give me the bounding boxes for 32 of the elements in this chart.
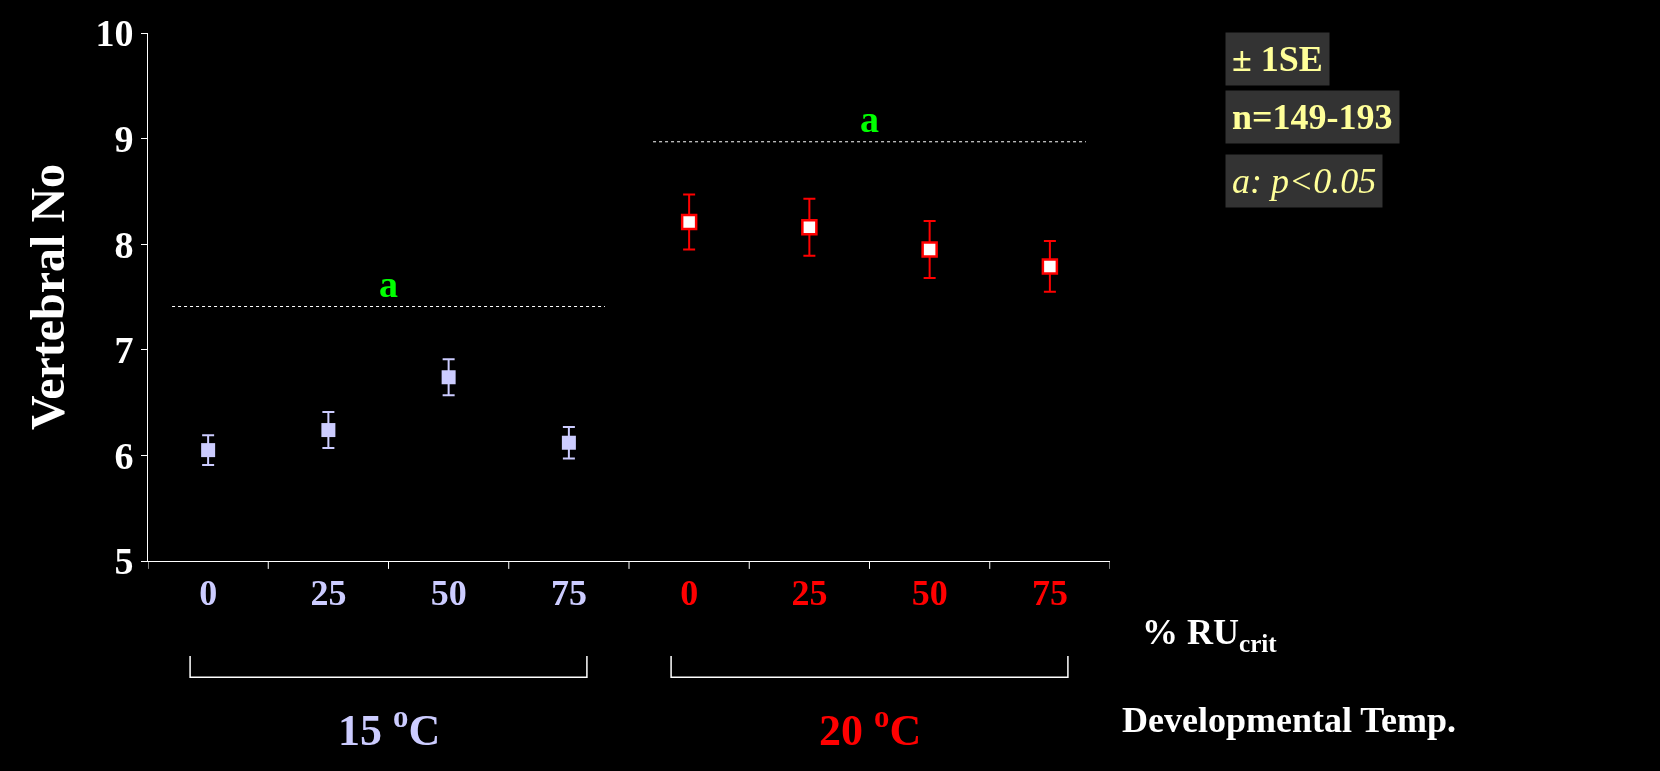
x-tick-label: 50 (911, 573, 948, 614)
annotation: a (860, 98, 879, 140)
text: 15 $^{o}$C (338, 700, 441, 756)
point (801, 219, 818, 236)
point (201, 443, 216, 458)
x-tick-label: 50 (430, 573, 467, 614)
y-tick-label: 7 (114, 329, 134, 372)
x-tick-label: 75 (550, 573, 587, 614)
x-tick-label: 75 (1031, 573, 1068, 614)
point (321, 423, 336, 438)
text: Developmental Temp. (1122, 700, 1457, 740)
text: a: p<0.05 (1232, 161, 1377, 201)
y-tick-label: 5 (114, 540, 134, 583)
point (1041, 258, 1059, 275)
y-tick-label: 10 (95, 12, 134, 55)
y-tick-label: 6 (114, 434, 134, 477)
x-tick-label: 25 (310, 573, 347, 614)
x-tick-label: 0 (680, 573, 699, 614)
y-tick-label: 9 (114, 117, 134, 160)
point (441, 370, 456, 385)
point (921, 241, 938, 258)
y-tick-label: 8 (114, 223, 134, 266)
x-tick-label: 0 (199, 573, 218, 614)
text: n=149-193 (1232, 97, 1393, 137)
point (680, 213, 698, 231)
text: 20 $^{o}$C (819, 700, 922, 756)
text: ± 1SE (1232, 39, 1323, 79)
annotation: a (379, 263, 398, 305)
point (561, 435, 576, 450)
x-axis-title: % RU$_{crit}$ (1142, 612, 1278, 657)
y-axis-title: Vertebral No (21, 163, 75, 431)
x-tick-label: 25 (791, 573, 828, 614)
